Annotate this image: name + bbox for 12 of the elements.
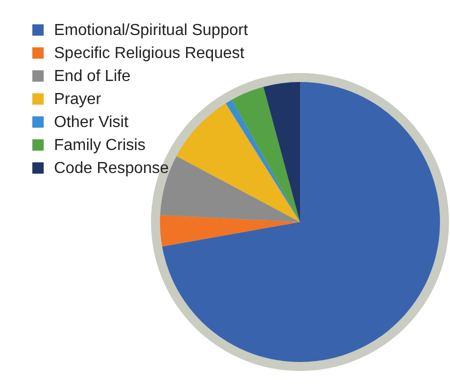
pie-slice [232, 86, 300, 222]
legend-label: Specific Religious Request [54, 45, 245, 62]
pie-slice [226, 100, 300, 222]
pie-slice [263, 82, 300, 222]
legend-label: Other Visit [54, 114, 129, 131]
legend-label: End of Life [54, 68, 131, 85]
pie-slice [176, 103, 300, 222]
legend-label: Code Response [54, 160, 169, 177]
legend-label: Prayer [54, 91, 102, 108]
pie-slice [160, 214, 300, 247]
legend-label: Emotional/Spiritual Support [54, 22, 248, 39]
legend-label: Family Crisis [54, 137, 146, 154]
